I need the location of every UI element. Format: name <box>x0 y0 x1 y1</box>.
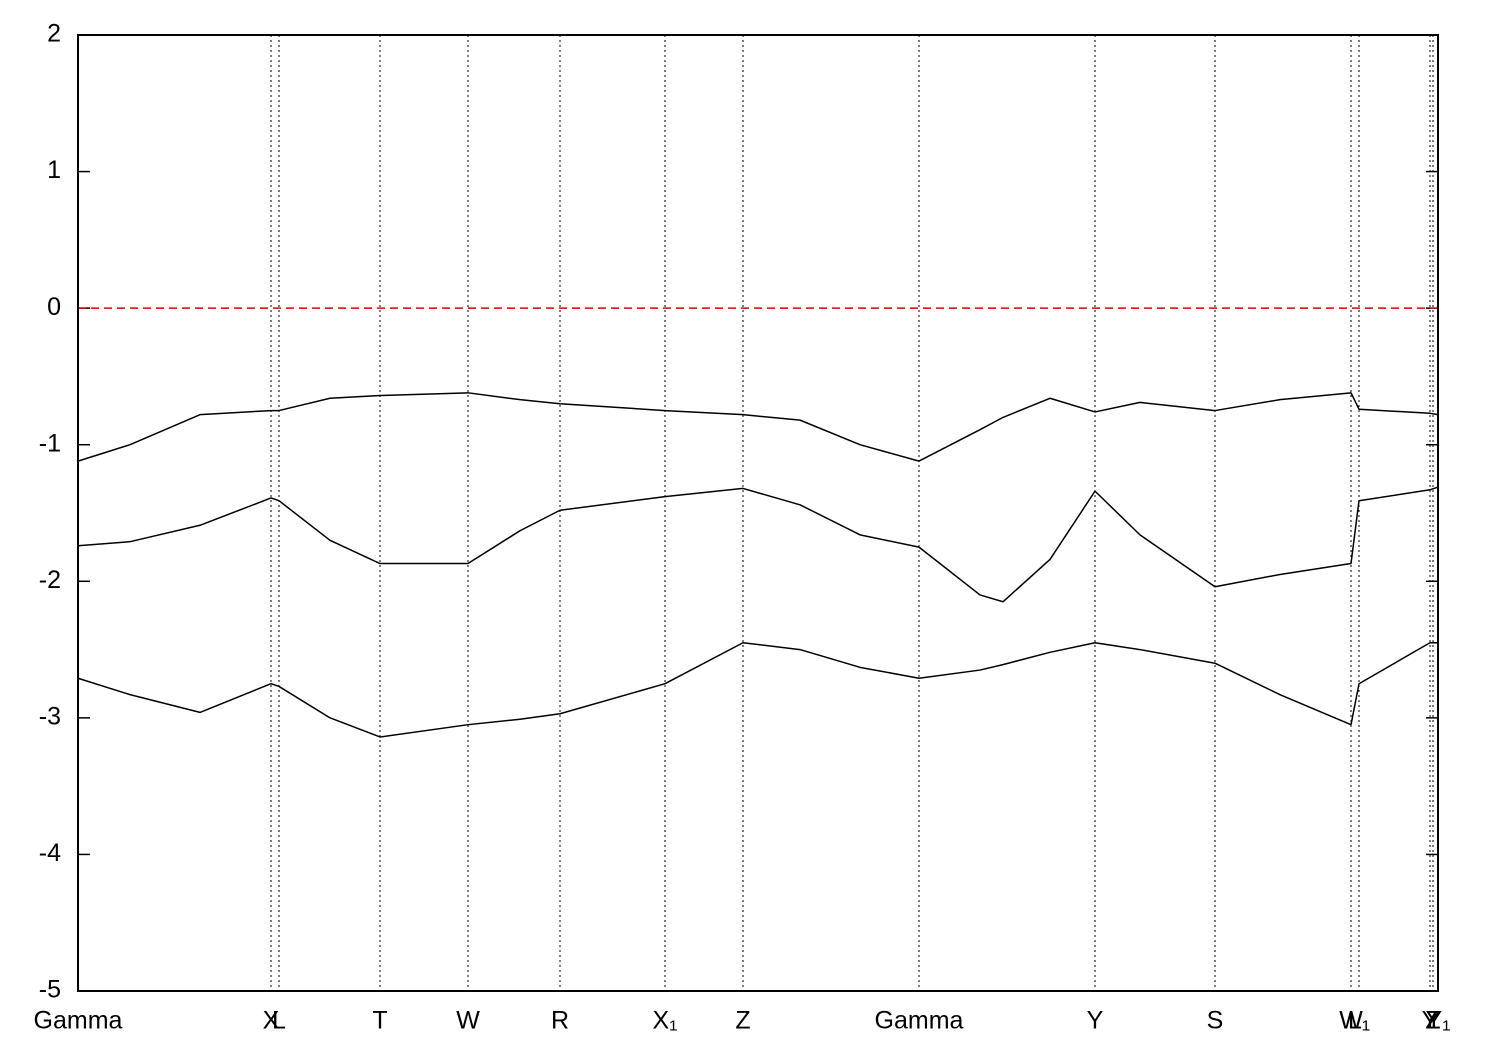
x-tick-label: X₁ <box>652 1007 677 1035</box>
y-tick-label: -5 <box>39 976 61 1004</box>
x-tick-label: Y <box>1422 1007 1439 1035</box>
x-tick-label: Gamma <box>875 1007 964 1035</box>
x-tick-label: Gamma <box>34 1007 123 1035</box>
x-tick-label: T <box>372 1007 387 1035</box>
x-tick-label: L₁ <box>1348 1007 1370 1035</box>
x-tick-label: Z <box>1425 1007 1440 1035</box>
x-tick-label: W <box>1339 1007 1363 1035</box>
x-tick-label: W <box>456 1007 480 1035</box>
x-tick-label: Z <box>735 1007 750 1035</box>
plot-frame <box>77 34 1439 992</box>
x-tick-label: Y <box>1087 1007 1104 1035</box>
band-line <box>77 641 1438 738</box>
band-line <box>77 392 1439 462</box>
y-tick-label: 2 <box>47 20 61 48</box>
y-tick-label: -3 <box>39 702 61 730</box>
y-tick-label: -1 <box>39 429 61 457</box>
y-tick-label: -4 <box>39 839 61 867</box>
y-tick-label: -2 <box>39 566 61 594</box>
x-tick-label: Y₁ <box>1425 1007 1450 1035</box>
x-tick-label: R <box>551 1007 569 1035</box>
y-tick-label: 0 <box>47 293 61 321</box>
y-tick-label: 1 <box>47 156 61 184</box>
band-line <box>77 486 1439 603</box>
x-tick-label: X <box>263 1007 280 1035</box>
x-tick-label: S <box>1207 1007 1224 1035</box>
x-tick-label: L <box>272 1007 286 1035</box>
